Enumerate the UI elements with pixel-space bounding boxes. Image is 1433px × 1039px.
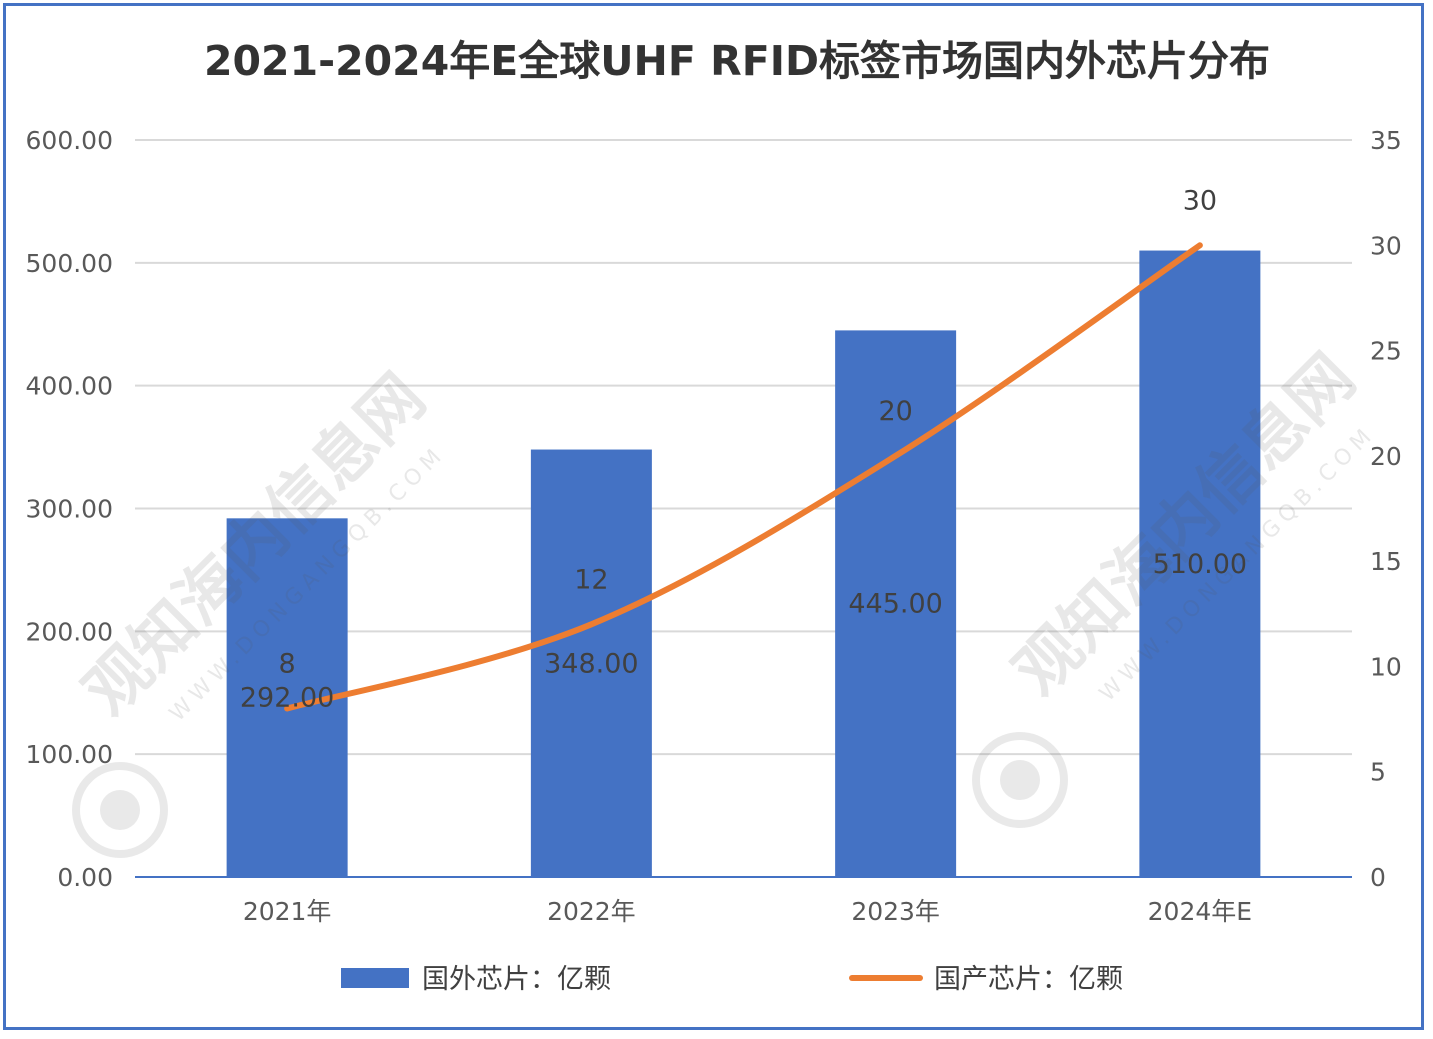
bar bbox=[835, 330, 957, 877]
x-tick-label: 2024年E bbox=[1148, 897, 1252, 926]
y-left-tick-label: 200.00 bbox=[26, 617, 113, 646]
line-data-label: 30 bbox=[1183, 185, 1217, 216]
watermark-logo-ring bbox=[972, 732, 1068, 828]
line-data-label: 12 bbox=[574, 564, 608, 595]
y-left-tick-label: 600.00 bbox=[26, 126, 113, 155]
watermark-logo-icon bbox=[972, 732, 1068, 828]
line-series bbox=[284, 242, 1203, 712]
bar-data-label: 445.00 bbox=[848, 589, 942, 620]
watermark-logo-dot bbox=[100, 790, 140, 830]
watermark-logo-ring bbox=[72, 762, 168, 858]
bar bbox=[1139, 250, 1261, 878]
legend-label-line: 国产芯片：亿颗 bbox=[934, 964, 1123, 995]
x-tick-label: 2023年 bbox=[851, 897, 940, 926]
y-right-tick-label: 5 bbox=[1370, 758, 1386, 787]
bar-data-label: 348.00 bbox=[544, 648, 638, 679]
y-right-tick-label: 30 bbox=[1370, 231, 1402, 260]
y-left-tick-label: 0.00 bbox=[57, 863, 113, 892]
line-point bbox=[285, 706, 290, 711]
y-left-tick-label: 500.00 bbox=[26, 249, 113, 278]
y-left-tick-label: 100.00 bbox=[26, 740, 113, 769]
line-data-label: 20 bbox=[878, 396, 912, 427]
legend-swatch-bar bbox=[341, 968, 409, 988]
y-right-tick-label: 20 bbox=[1370, 442, 1402, 471]
watermark-logo-icon bbox=[72, 762, 168, 858]
y-left-tick-label: 400.00 bbox=[26, 372, 113, 401]
bar-data-label: 510.00 bbox=[1153, 549, 1247, 580]
y-right-tick-label: 25 bbox=[1370, 337, 1402, 366]
watermark-logo-dot bbox=[1000, 760, 1040, 800]
line-data-label: 8 bbox=[279, 649, 296, 680]
x-tick-label: 2021年 bbox=[243, 897, 332, 926]
y-right-tick-label: 35 bbox=[1370, 126, 1402, 155]
line-point bbox=[893, 453, 898, 458]
line-point bbox=[589, 622, 594, 627]
y-right-tick-label: 0 bbox=[1370, 863, 1386, 892]
y-right-tick-label: 15 bbox=[1370, 547, 1402, 576]
y-right-tick-label: 10 bbox=[1370, 652, 1402, 681]
x-tick-label: 2022年 bbox=[547, 897, 636, 926]
bar bbox=[530, 449, 652, 877]
y-left-tick-label: 300.00 bbox=[26, 495, 113, 524]
bar-data-label: 292.00 bbox=[240, 683, 334, 714]
chart-title: 2021-2024年E全球UHF RFID标签市场国内外芯片分布 bbox=[204, 37, 1270, 85]
line-point bbox=[1197, 243, 1202, 248]
legend-label-bar: 国外芯片：亿颗 bbox=[422, 964, 611, 995]
